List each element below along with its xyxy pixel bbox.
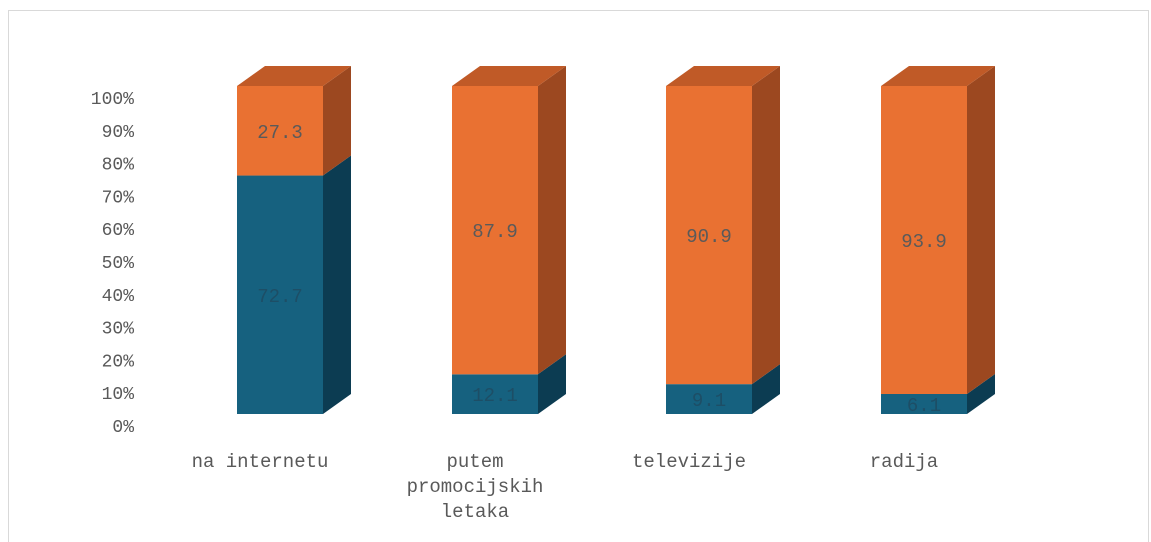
y-tick-label: 20%	[102, 352, 135, 372]
x-category-line: radija	[870, 451, 938, 473]
chart-frame	[8, 10, 1149, 542]
bar-segment	[237, 86, 323, 176]
data-label: 90.9	[686, 226, 732, 248]
bar-stack: 6.1 93.9	[881, 66, 995, 417]
bars: 72.7 27.3 12.1 87.9 9.1 90.9 6.1 93.9	[237, 66, 995, 417]
x-category-line: na internetu	[192, 451, 329, 473]
bar-segment	[881, 86, 967, 394]
y-tick-label: 90%	[102, 123, 135, 143]
data-label: 93.9	[901, 231, 947, 253]
bar-stack: 72.7 27.3	[237, 66, 351, 414]
bar-segment	[666, 86, 752, 385]
y-tick-label: 40%	[102, 287, 135, 307]
x-category-label: radija	[870, 451, 938, 473]
bar-side-face	[538, 354, 566, 414]
y-tick-label: 80%	[102, 156, 135, 176]
bar-side-face	[323, 155, 351, 414]
bar-top-face	[666, 66, 780, 86]
bar-segment	[452, 374, 538, 414]
x-category-line: promocijskih	[407, 476, 544, 498]
bar-side-face	[967, 66, 995, 394]
y-tick-label: 0%	[112, 418, 134, 438]
data-label: 87.9	[472, 221, 518, 243]
data-label: 72.7	[257, 286, 303, 308]
x-category-line: putem	[446, 451, 503, 473]
bar-stack: 9.1 90.9	[666, 66, 780, 414]
bar-stack: 12.1 87.9	[452, 66, 566, 414]
y-tick-label: 10%	[102, 385, 135, 405]
data-label: 9.1	[692, 390, 726, 412]
data-label: 27.3	[257, 122, 303, 144]
bar-side-face	[323, 66, 351, 176]
y-tick-label: 100%	[91, 90, 134, 110]
y-tick-label: 30%	[102, 320, 135, 340]
data-label: 6.1	[907, 395, 941, 417]
bar-top-face	[452, 66, 566, 86]
bar-segment	[452, 86, 538, 375]
bar-segment	[666, 384, 752, 414]
x-category-label: televizije	[632, 451, 746, 473]
bar-top-face	[237, 66, 351, 86]
y-tick-label: 70%	[102, 188, 135, 208]
x-axis: na internetu putem promocijskih letaka telev…	[192, 451, 939, 523]
bar-side-face	[752, 66, 780, 385]
data-label: 12.1	[472, 385, 518, 407]
y-tick-label: 50%	[102, 254, 135, 274]
bar-segment	[237, 175, 323, 414]
bar-segment	[881, 393, 967, 414]
bar-side-face	[967, 373, 995, 414]
bar-side-face	[538, 66, 566, 375]
x-category-line: letaka	[441, 501, 509, 523]
x-category-line: televizije	[632, 451, 746, 473]
bar-side-face	[752, 364, 780, 414]
bar-top-face	[881, 66, 995, 86]
x-category-label: na internetu	[192, 451, 329, 473]
x-category-label: putem promocijskih letaka	[407, 451, 544, 523]
y-tick-label: 60%	[102, 221, 135, 241]
y-axis: 0% 10% 20% 30% 40% 50% 60% 70% 80% 90% 100%	[91, 90, 134, 438]
